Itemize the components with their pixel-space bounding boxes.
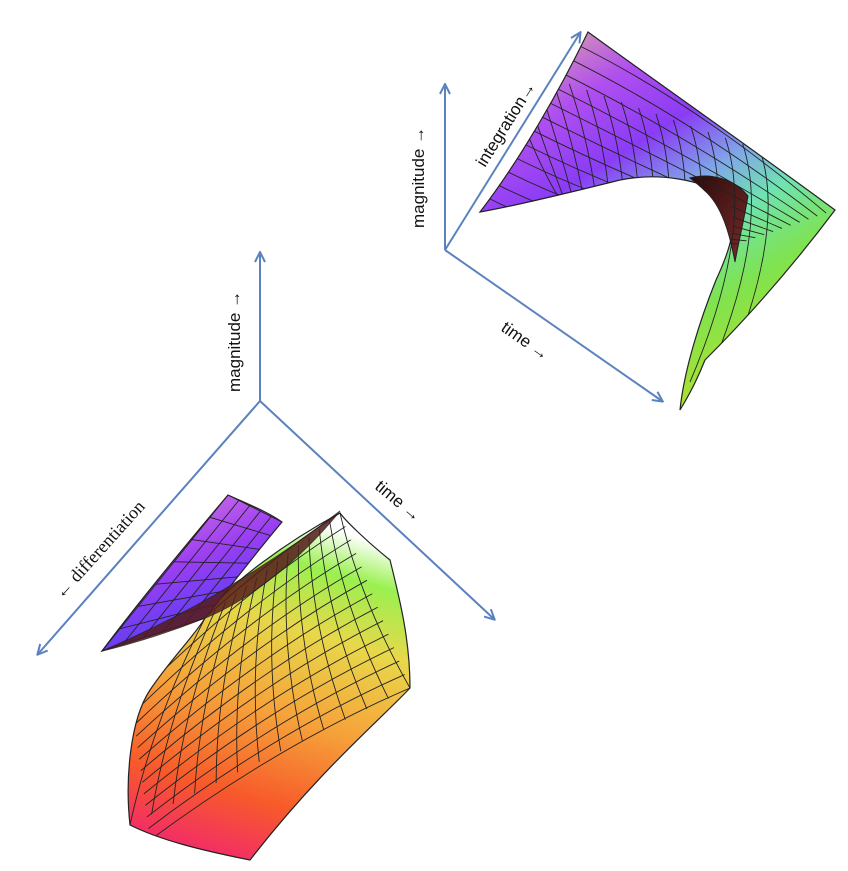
mesh-line	[143, 633, 389, 795]
mesh-line	[148, 674, 405, 829]
mesh-line	[142, 505, 250, 639]
mesh-line	[142, 620, 384, 783]
upper-time-label: time →	[498, 318, 553, 364]
mesh-line	[339, 513, 410, 689]
mesh-line	[151, 609, 216, 815]
mesh-line	[571, 59, 818, 217]
differentiation-surface	[100, 494, 411, 861]
lower-differentiation-label: ← differentiation	[50, 496, 149, 602]
upper-plot: magnitude → integration→ time →	[409, 32, 836, 411]
mesh-line	[215, 585, 247, 783]
mesh-line	[562, 73, 809, 220]
mesh-line	[297, 545, 325, 731]
mesh-line	[135, 566, 362, 737]
lower-magnitude-label: magnitude →	[225, 291, 244, 392]
upper-integration-axis	[444, 33, 580, 251]
mesh-line	[140, 606, 378, 772]
mesh-line	[209, 516, 272, 537]
mesh-line	[191, 539, 261, 550]
mesh-line	[689, 137, 736, 383]
mesh-line	[134, 552, 357, 725]
mesh-line	[155, 576, 239, 585]
mesh-line	[227, 495, 282, 523]
mesh-line	[137, 579, 368, 749]
mesh-line	[285, 553, 303, 741]
mesh-line	[129, 617, 206, 826]
mesh-line	[122, 500, 240, 645]
mesh-line	[102, 495, 229, 651]
mesh-line	[173, 561, 250, 564]
mesh-line	[236, 577, 258, 773]
mesh-line	[172, 601, 227, 804]
mesh-line	[318, 529, 368, 710]
mesh-line	[546, 100, 791, 226]
upper-magnitude-label: magnitude →	[409, 127, 428, 228]
mesh-line	[329, 521, 389, 699]
lower-time-axis	[259, 400, 494, 619]
mesh-line	[537, 114, 783, 229]
mesh-line	[149, 687, 410, 841]
mesh-line	[579, 45, 827, 214]
mesh-line	[146, 660, 400, 818]
mesh-line	[480, 211, 721, 257]
mesh-line	[488, 197, 729, 250]
mesh-line	[254, 569, 268, 762]
lower-differentiation-axis	[38, 400, 261, 654]
mesh-line	[163, 510, 261, 632]
mesh-line	[194, 593, 237, 794]
lower-time-label: time →	[371, 477, 424, 526]
lower-plot: magnitude → ← differentiation time →	[38, 253, 494, 861]
mesh-line	[137, 590, 228, 607]
mesh-line	[308, 537, 346, 720]
mesh-line	[145, 647, 395, 806]
mesh-line	[271, 561, 282, 752]
upper-time-axis	[444, 249, 662, 401]
